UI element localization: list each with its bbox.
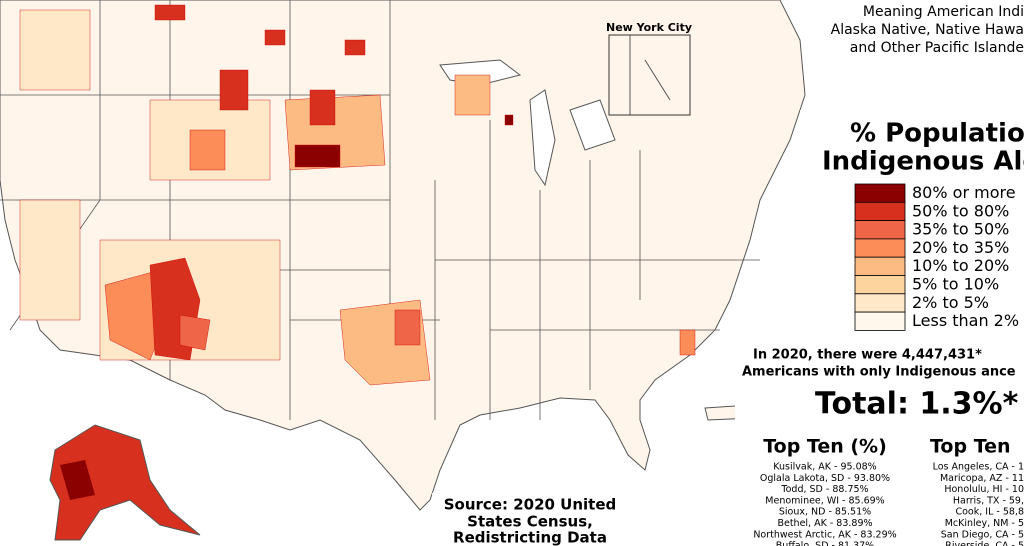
legend-label: Less than 2%: [912, 311, 1019, 330]
source-bg: [432, 493, 628, 546]
inset-lines: [629, 35, 671, 115]
inset-label: New York City: [606, 21, 692, 34]
source-line: States Census,: [467, 513, 593, 531]
inset-frame: [608, 34, 691, 116]
top-count-item: Harris, TX - 59,: [953, 495, 1024, 506]
top-count-item: Honolulu, HI - 10: [944, 484, 1024, 495]
header-line: and Other Pacific Islande: [850, 40, 1024, 56]
legend-label: 20% to 35%: [912, 238, 1009, 257]
legend-label: 10% to 20%: [912, 256, 1009, 275]
summary-line: In 2020, there were 4,447,431*: [753, 348, 982, 363]
legend-label: 35% to 50%: [912, 220, 1009, 239]
top-count-title: Top Ten: [930, 436, 1011, 458]
top-count-item: McKinley, NM - 5: [945, 518, 1024, 529]
alaska-high: [60, 460, 95, 500]
top-percent-item: Oglala Lakota, SD - 93.80%: [760, 473, 890, 484]
header-line: Meaning American Indi: [863, 4, 1024, 20]
summary-line: Americans with only Indigenous ance: [742, 365, 1016, 380]
top-count-item: Los Angeles, CA - 1: [933, 462, 1024, 473]
legend-title: % Populatio: [850, 119, 1024, 149]
lake: [529, 89, 556, 187]
lake: [569, 99, 616, 151]
top-count-item: San Diego, CA - 5: [941, 529, 1024, 540]
top-percent-item: Northwest Arctic, AK - 83.29%: [753, 529, 896, 540]
legend-swatch: [854, 275, 906, 295]
legend-label: 2% to 5%: [912, 293, 989, 312]
legend-swatch: [854, 238, 906, 258]
top-percent-item: Sioux, ND - 85.51%: [779, 507, 871, 518]
total: Total: 1.3%*: [815, 387, 1019, 422]
legend-swatch: [854, 256, 906, 276]
top-count-item: Cook, IL - 58,8: [955, 507, 1024, 518]
summary-bg: [735, 340, 1024, 546]
county-shading: [19, 4, 696, 386]
legend-swatch: [854, 311, 906, 331]
top-percent-item: Kusilvak, AK - 95.08%: [773, 462, 876, 473]
top-count-item: Maricopa, AZ - 11: [940, 473, 1024, 484]
legend-swatch: [854, 183, 906, 203]
top-percent-item: Todd, SD - 88.75%: [780, 484, 868, 495]
top-percent-title: Top Ten (%): [763, 436, 887, 458]
legend-label: 80% or more: [912, 183, 1016, 202]
legend-label: 5% to 10%: [912, 275, 999, 294]
lists: Kusilvak, AK - 95.08%Oglala Lakota, SD -…: [753, 462, 1024, 546]
top-count-item: Riverside, CA - 5: [945, 541, 1024, 546]
legend-bg: [800, 110, 1024, 335]
source-line: Source: 2020 United: [444, 496, 617, 514]
header-line: Alaska Native, Native Hawa: [831, 22, 1024, 38]
legend-title: Indigenous Alo: [822, 147, 1024, 177]
source-line: Redistricting Data: [453, 529, 607, 546]
legend-label: 50% to 80%: [912, 201, 1009, 220]
alaska: [49, 424, 201, 541]
legend-swatch: [854, 220, 906, 240]
top-percent-item: Menominee, WI - 85.69%: [765, 495, 884, 506]
top-percent-item: Bethel, AK - 83.89%: [777, 518, 872, 529]
legend-swatch: [854, 201, 906, 222]
legend-swatch: [854, 293, 906, 313]
top-percent-item: Buffalo, SD - 81.37%: [776, 541, 874, 546]
